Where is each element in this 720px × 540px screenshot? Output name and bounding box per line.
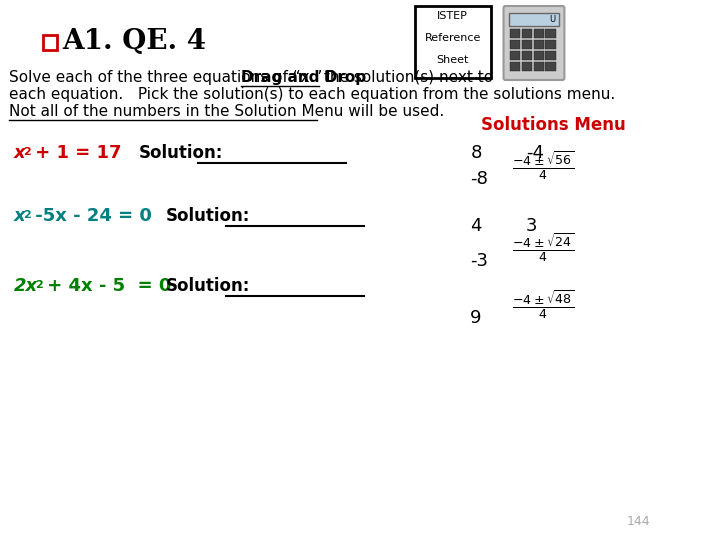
FancyBboxPatch shape (534, 62, 544, 71)
FancyBboxPatch shape (521, 39, 531, 49)
Text: Solve each of the three equations of “x.”: Solve each of the three equations of “x.… (9, 70, 333, 85)
Text: Solution:: Solution: (166, 207, 251, 225)
FancyBboxPatch shape (43, 35, 57, 50)
Text: -8: -8 (470, 170, 488, 188)
Text: -5x - 24 = 0: -5x - 24 = 0 (29, 207, 151, 225)
Text: Solution:: Solution: (138, 144, 222, 162)
Text: 144: 144 (626, 515, 650, 528)
FancyBboxPatch shape (510, 39, 520, 49)
FancyBboxPatch shape (521, 62, 531, 71)
Text: Reference: Reference (425, 33, 481, 43)
Text: 8: 8 (470, 144, 482, 162)
Text: x: x (14, 207, 25, 225)
Text: x: x (14, 144, 25, 162)
FancyBboxPatch shape (546, 62, 556, 71)
Text: $\frac{-4 \pm \sqrt{48}}{4}$: $\frac{-4 \pm \sqrt{48}}{4}$ (512, 288, 575, 321)
Text: 4: 4 (470, 217, 482, 235)
FancyBboxPatch shape (534, 39, 544, 49)
Text: the solution(s) next to: the solution(s) next to (319, 70, 493, 85)
Text: + 4x - 5  = 0: + 4x - 5 = 0 (40, 277, 171, 295)
Text: $\frac{-4 \pm \sqrt{24}}{4}$: $\frac{-4 \pm \sqrt{24}}{4}$ (512, 231, 575, 264)
Text: 2: 2 (23, 210, 31, 220)
Text: Solution:: Solution: (166, 277, 251, 295)
FancyBboxPatch shape (521, 29, 531, 37)
FancyBboxPatch shape (521, 51, 531, 59)
Text: -3: -3 (470, 252, 488, 270)
FancyBboxPatch shape (503, 6, 564, 80)
FancyBboxPatch shape (415, 6, 490, 78)
FancyBboxPatch shape (534, 29, 544, 37)
Text: 9: 9 (470, 309, 482, 327)
FancyBboxPatch shape (546, 39, 556, 49)
Text: -4: -4 (526, 144, 544, 162)
Text: + 1 = 17: + 1 = 17 (29, 144, 121, 162)
FancyBboxPatch shape (510, 62, 520, 71)
Text: ISTEP: ISTEP (437, 11, 468, 21)
Text: each equation.   Pick the solution(s) to each equation from the solutions menu.: each equation. Pick the solution(s) to e… (9, 87, 616, 102)
Text: Sheet: Sheet (436, 55, 469, 65)
Text: A1. QE. 4: A1. QE. 4 (63, 29, 207, 56)
Text: Solutions Menu: Solutions Menu (481, 116, 626, 134)
Text: 2x: 2x (14, 277, 38, 295)
Text: $\frac{-4 \pm \sqrt{56}}{4}$: $\frac{-4 \pm \sqrt{56}}{4}$ (512, 149, 575, 182)
FancyBboxPatch shape (510, 51, 520, 59)
FancyBboxPatch shape (510, 29, 520, 37)
Text: Not all of the numbers in the Solution Menu will be used.: Not all of the numbers in the Solution M… (9, 104, 444, 119)
FancyBboxPatch shape (546, 51, 556, 59)
Text: Drag and Drop: Drag and Drop (241, 70, 366, 85)
Text: 2: 2 (23, 147, 31, 157)
FancyBboxPatch shape (546, 29, 556, 37)
Text: U: U (549, 15, 555, 24)
FancyBboxPatch shape (534, 51, 544, 59)
Text: 3: 3 (526, 217, 537, 235)
Text: 2: 2 (35, 280, 42, 290)
FancyBboxPatch shape (509, 13, 559, 26)
